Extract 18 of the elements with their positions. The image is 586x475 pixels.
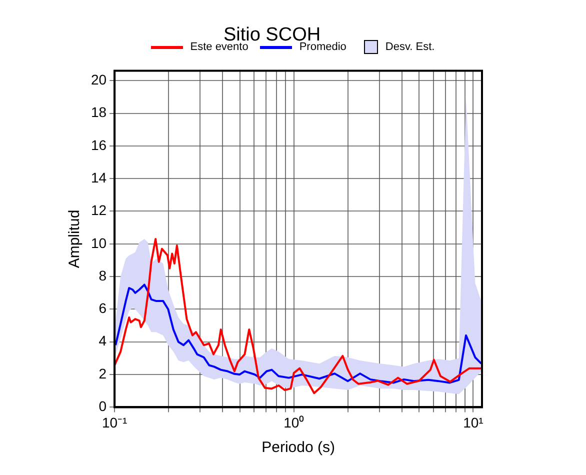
y-axis-title: Amplitud [66,210,84,268]
x-tick-label: 10⁰ [284,414,304,430]
legend-label: Promedio [299,41,346,53]
y-tick-label: 10 [90,234,107,251]
x-tick-label: 10¹ [463,414,484,430]
y-tick-label: 16 [90,136,107,153]
x-tick-label: 10⁻¹ [102,414,128,430]
x-axis-title: Periodo (s) [262,439,335,456]
y-tick-label: 2 [98,365,107,382]
y-tick-label: 8 [98,267,107,284]
y-tick-label: 6 [98,300,107,316]
y-tick-label: 4 [98,332,107,349]
y-tick-label: 12 [90,202,107,218]
y-tick-label: 18 [90,104,107,120]
y-tick-label: 0 [98,398,107,414]
y-tick-label: 14 [90,169,107,186]
text: Desv. Est. [385,41,435,53]
y-tick-label: 20 [90,71,107,88]
